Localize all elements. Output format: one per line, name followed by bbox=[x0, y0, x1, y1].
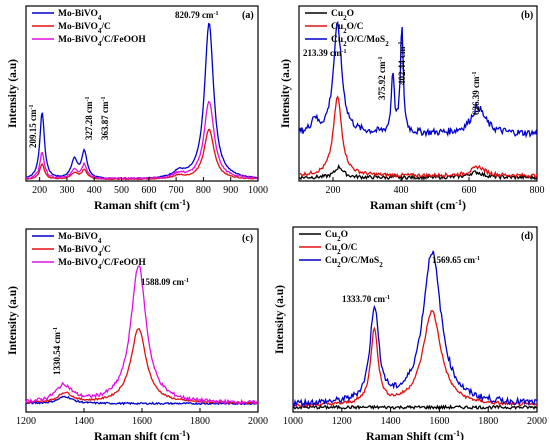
series-line-2 bbox=[25, 128, 259, 181]
x-axis-label: Raman Shift (cm-1) bbox=[366, 429, 464, 440]
x-tick-label: 300 bbox=[59, 185, 74, 196]
x-tick-label: 700 bbox=[169, 185, 184, 196]
x-tick-label: 600 bbox=[141, 185, 156, 196]
x-tick-label: 1800 bbox=[478, 416, 498, 427]
peak-annotation: 402.44 cm-1 bbox=[397, 42, 407, 86]
x-tick-label: 400 bbox=[394, 185, 409, 196]
series-line-3 bbox=[25, 100, 259, 181]
y-axis-label: Intensity (a.u) bbox=[7, 286, 19, 355]
plot-frame bbox=[298, 5, 538, 182]
panel-b: 200 400 600 800 Raman shift (cm-1) Intensity … bbox=[280, 5, 545, 213]
panel-label: (c) bbox=[242, 233, 253, 244]
panel-c: 1200 1400 1600 1800 2000 Raman shift (cm-1) In… bbox=[7, 228, 268, 440]
x-tick-label: 800 bbox=[530, 185, 545, 196]
legend-entry: Mo-BiVO4/C bbox=[58, 22, 111, 35]
series-line-1 bbox=[298, 163, 538, 181]
x-tick-label: 1200 bbox=[332, 416, 352, 427]
peak-annotation: 626.39 cm-1 bbox=[471, 72, 481, 116]
x-tick-label: 600 bbox=[462, 185, 477, 196]
panel-a: 200 300 400 500 600 700 800 900 1000 Raman shift … bbox=[7, 5, 268, 213]
plot-frame bbox=[25, 228, 259, 413]
peak-annotation: 1333.70 cm-1 bbox=[342, 294, 390, 304]
panel-d: 1000 1200 1400 1600 1800 2000 Raman Shift (cm-… bbox=[274, 226, 547, 440]
x-axis-label: Raman shift (cm-1) bbox=[370, 198, 466, 213]
x-tick-label: 900 bbox=[223, 185, 238, 196]
legend-entry: Cu2O bbox=[325, 230, 348, 243]
series-line-2 bbox=[298, 95, 538, 179]
peak-annotation: 1588.09 cm-1 bbox=[141, 277, 189, 287]
legend-entry: Mo-BiVO4 bbox=[58, 232, 102, 245]
y-axis-label: Intensity (a.u) bbox=[7, 59, 19, 128]
panel-label: (a) bbox=[242, 10, 254, 21]
series-line-1 bbox=[292, 404, 538, 411]
x-axis-label: Raman shift (cm-1) bbox=[94, 429, 190, 440]
peak-annotation: 375.92 cm-1 bbox=[377, 57, 387, 101]
peak-annotation: 209.15 cm-1 bbox=[28, 105, 38, 149]
series-line-1 bbox=[25, 22, 259, 180]
x-tick-label: 2000 bbox=[527, 416, 547, 427]
legend-entry: Cu2O/C bbox=[331, 22, 364, 35]
x-tick-label: 1600 bbox=[429, 416, 449, 427]
plot-frame bbox=[292, 226, 538, 413]
peak-annotation: 363.87 cm-1 bbox=[100, 97, 110, 141]
x-tick-label: 800 bbox=[196, 185, 211, 196]
legend-entry: Cu2O/C/MoS2 bbox=[325, 256, 383, 269]
x-tick-label: 2000 bbox=[248, 416, 268, 427]
y-axis-label: Intensity (a.u) bbox=[280, 59, 292, 128]
x-tick-label: 400 bbox=[87, 185, 102, 196]
panel-label: (b) bbox=[521, 10, 533, 21]
series-line-3 bbox=[25, 265, 259, 406]
series-line-3 bbox=[298, 20, 538, 139]
legend-entry: Cu2O bbox=[331, 9, 354, 22]
legend-entry: Mo-BiVO4/C/FeOOH bbox=[58, 35, 146, 48]
x-tick-label: 1000 bbox=[248, 185, 268, 196]
x-tick-label: 1200 bbox=[16, 416, 36, 427]
peak-annotation: 213.39 cm-1 bbox=[303, 48, 347, 58]
x-tick-label: 500 bbox=[114, 185, 129, 196]
x-axis-label: Raman shift (cm-1) bbox=[94, 198, 190, 213]
x-tick-label: 200 bbox=[326, 185, 341, 196]
peak-annotation: 820.79 cm-1 bbox=[175, 10, 219, 20]
x-tick-label: 1000 bbox=[283, 416, 303, 427]
x-tick-label: 200 bbox=[32, 185, 47, 196]
legend-entry: Cu2O/C bbox=[325, 243, 358, 256]
legend-entry: Mo-BiVO4/C/FeOOH bbox=[58, 258, 146, 271]
peak-annotation: 327.28 cm-1 bbox=[84, 97, 94, 141]
y-axis-label: Intensity (a.u) bbox=[274, 285, 286, 354]
series-line-3 bbox=[292, 250, 538, 408]
series-line-1 bbox=[25, 395, 259, 406]
x-tick-label: 1400 bbox=[381, 416, 401, 427]
legend-entry: Cu2O/C/MoS2 bbox=[331, 35, 389, 48]
series-line-2 bbox=[292, 310, 538, 408]
legend-entry: Mo-BiVO4/C bbox=[58, 245, 111, 258]
peak-annotation: 1569.65 cm-1 bbox=[432, 255, 480, 265]
x-tick-label: 1400 bbox=[74, 416, 94, 427]
panel-label: (d) bbox=[521, 231, 533, 242]
plot-frame bbox=[25, 5, 259, 182]
legend-entry: Mo-BiVO4 bbox=[58, 9, 102, 22]
x-tick-label: 1800 bbox=[190, 416, 210, 427]
x-tick-label: 1600 bbox=[132, 416, 152, 427]
peak-annotation: 1330.54 cm-1 bbox=[52, 327, 62, 375]
